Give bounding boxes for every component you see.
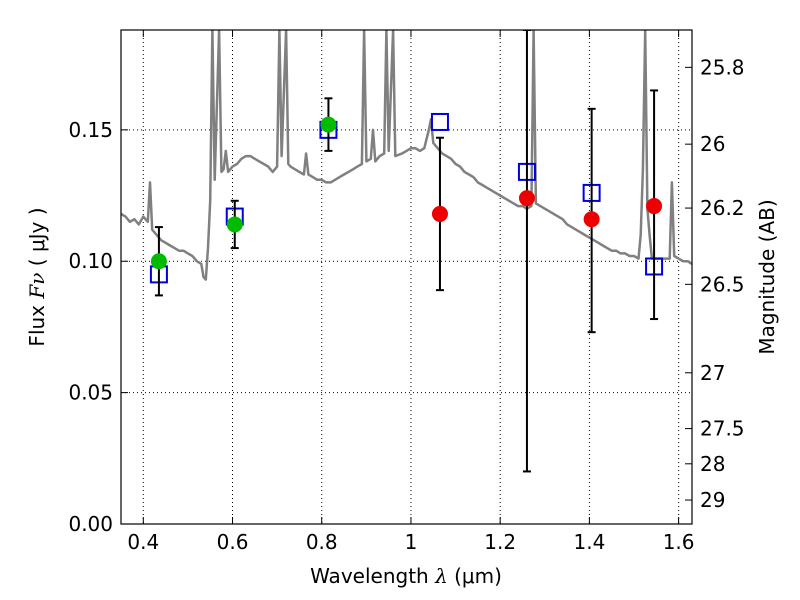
y-tick-label: 0.10	[68, 249, 113, 273]
circle-marker	[583, 211, 600, 228]
x-axis-title: Wavelength λ (μm)	[310, 564, 502, 588]
y-tick-label: 0.00	[68, 512, 113, 536]
circle-marker	[646, 198, 663, 215]
model-sed-line	[121, 30, 692, 281]
y2-tick-label: 26.5	[700, 272, 745, 296]
x-tick-label: 0.4	[127, 530, 159, 554]
y-tick-label: 0.05	[68, 381, 113, 405]
y2-tick-label: 27	[700, 361, 725, 385]
plot-area	[121, 30, 692, 473]
x-tick-label: 1.6	[663, 530, 695, 554]
y2-tick-label: 26	[700, 132, 725, 156]
x-tick-label: 1.2	[484, 530, 516, 554]
circle-marker	[226, 216, 243, 233]
circle-marker	[518, 190, 535, 207]
y2-tick-label: 29	[700, 488, 725, 512]
plot-frame	[120, 29, 693, 525]
circle-markers	[150, 116, 663, 270]
y-tick-label: 0.15	[68, 118, 113, 142]
y-axis-ticks: 0.00 0.05 0.10 0.15	[68, 118, 128, 536]
x-axis-ticks: 0.4 0.6 0.8 1 1.2 1.4 1.6	[127, 30, 695, 554]
y2-tick-label: 25.8	[700, 55, 745, 79]
x-tick-label: 1	[405, 530, 418, 554]
x-tick-label: 0.8	[306, 530, 338, 554]
y-axis-title: Flux Fν ( μJy )	[25, 207, 49, 346]
y2-tick-label: 28	[700, 452, 725, 476]
y2-tick-label: 26.2	[700, 196, 745, 220]
square-marker	[430, 112, 449, 131]
y2-axis-title: Magnitude (AB)	[755, 199, 779, 354]
y2-axis-ticks: 25.8 26 26.2 26.5 27 27.5 28 29	[685, 55, 745, 512]
x-tick-label: 1.4	[573, 530, 605, 554]
circle-marker	[320, 116, 337, 133]
circle-marker	[431, 205, 448, 222]
y2-tick-label: 27.5	[700, 417, 745, 441]
x-tick-label: 0.6	[217, 530, 249, 554]
circle-marker	[150, 253, 167, 270]
